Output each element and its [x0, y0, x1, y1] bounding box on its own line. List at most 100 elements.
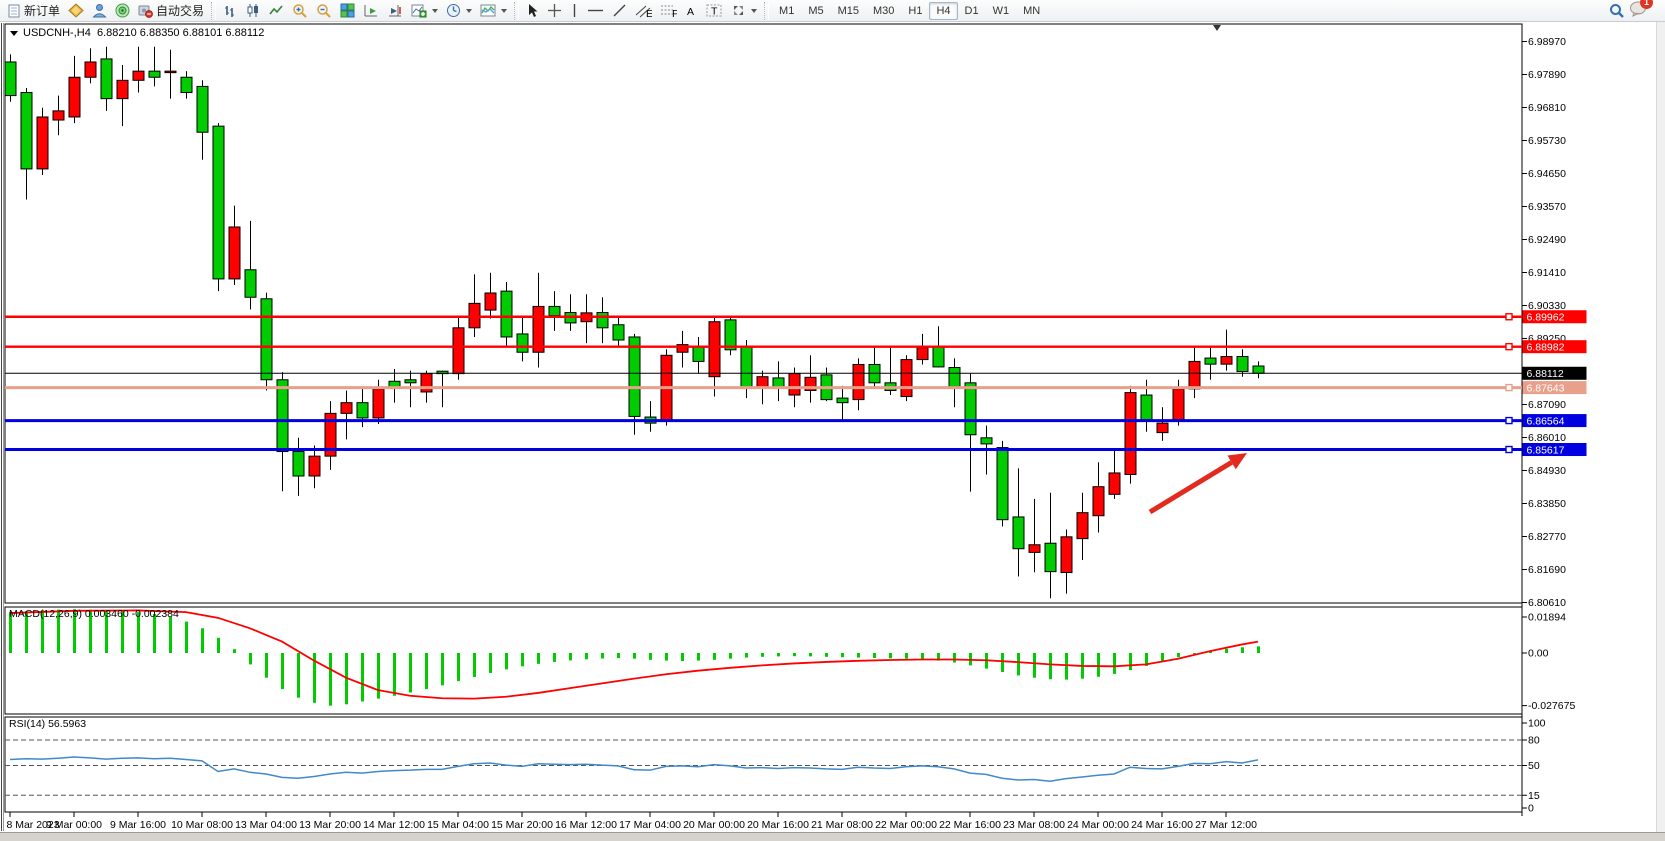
auto-scroll-button[interactable] — [359, 1, 383, 20]
price-tag — [1522, 310, 1587, 324]
arrows-icon — [731, 3, 746, 18]
timeframe-button-m30[interactable]: M30 — [873, 4, 895, 17]
macd-histogram-bar — [953, 653, 956, 663]
timeframe-button-w1[interactable]: W1 — [992, 4, 1010, 17]
candle-body — [180, 76, 193, 94]
tile-windows-button[interactable] — [336, 1, 359, 20]
candlestick-chart-button[interactable] — [242, 1, 265, 20]
vertical-line-tool-button[interactable] — [566, 1, 583, 20]
macd-histogram-bar — [217, 637, 220, 653]
candle-body — [52, 110, 65, 121]
timeframe-button-mn[interactable]: MN — [1023, 4, 1041, 17]
line-chart-button[interactable] — [265, 1, 288, 20]
macd-histogram-bar — [409, 653, 412, 693]
candle-body — [292, 451, 305, 477]
macd-histogram-bar — [825, 653, 828, 657]
timeframe-button-h4[interactable]: H4 — [929, 1, 958, 20]
candle-body — [996, 447, 1009, 521]
search-icon — [1609, 3, 1625, 19]
candle-body — [276, 379, 289, 453]
zoom-out-icon — [316, 3, 332, 18]
candle-body — [1044, 542, 1057, 573]
crosshair-tool-button[interactable] — [543, 1, 566, 20]
chart-shift-marker[interactable] — [1213, 25, 1221, 31]
macd-histogram-bar — [697, 653, 700, 661]
trendline-tool-button[interactable] — [608, 1, 631, 20]
line-handle[interactable] — [1505, 313, 1513, 321]
vertical-scrollbar[interactable] — [1656, 22, 1665, 832]
timeframe-button-m15[interactable]: M15 — [837, 4, 859, 17]
candle-body — [356, 402, 369, 419]
macd-pane — [4, 606, 1523, 715]
candle-body — [1252, 365, 1265, 374]
candle-body — [1108, 472, 1121, 495]
time-tick-label: 23 Mar 08:00 — [1003, 819, 1065, 831]
price-tick-label: 6.96810 — [1528, 102, 1566, 114]
rsi-line — [9, 756, 1259, 782]
macd-histogram-bar — [185, 621, 188, 653]
macd-histogram-bar — [1065, 653, 1068, 680]
price-tick-label: 6.80610 — [1528, 597, 1566, 609]
horizontal-line-tool-button[interactable] — [583, 1, 608, 20]
time-tick-label: 22 Mar 16:00 — [939, 819, 1001, 831]
auto-trading-button[interactable]: 自动交易 — [134, 1, 208, 20]
cursor-tool-button[interactable] — [522, 1, 543, 20]
macd-histogram-bar — [1049, 653, 1052, 680]
macd-histogram-bar — [793, 653, 796, 657]
toolbar-separator — [514, 1, 520, 20]
macd-histogram-bar — [1001, 653, 1004, 673]
fibonacci-tool-button[interactable]: F — [656, 1, 681, 20]
clock-icon — [446, 3, 461, 18]
macd-histogram-bar — [1145, 653, 1148, 666]
price-tag-label: 6.86564 — [1527, 415, 1565, 427]
signals-button[interactable] — [111, 1, 134, 20]
candle-body — [372, 388, 385, 419]
community-button[interactable] — [88, 1, 111, 20]
notifications-button[interactable]: 1 — [1629, 0, 1653, 22]
time-tick-label: 14 Mar 12:00 — [363, 819, 425, 831]
macd-tick-label: 0.01894 — [1528, 611, 1566, 623]
line-handle[interactable] — [1505, 342, 1513, 351]
candle-body — [964, 382, 977, 436]
line-handle[interactable] — [1505, 445, 1513, 454]
indicators-button[interactable] — [407, 1, 442, 20]
equidistant-channel-tool-button[interactable]: E — [631, 1, 656, 20]
bar-chart-button[interactable] — [219, 1, 242, 20]
right-toolbar-group: 1 — [1605, 0, 1661, 22]
svg-text:E: E — [646, 8, 652, 18]
chart-shift-icon — [387, 3, 403, 18]
macd-histogram-bar — [441, 653, 444, 686]
timeframe-button-h1[interactable]: H1 — [908, 4, 923, 17]
candle-body — [916, 347, 929, 361]
line-handle[interactable] — [1505, 383, 1513, 392]
text-label-tool-button[interactable]: T — [702, 1, 727, 20]
text-tool-button[interactable]: A — [681, 1, 702, 20]
periods-button[interactable] — [442, 1, 476, 20]
arrows-tool-button[interactable] — [727, 1, 761, 20]
time-tick-label: 20 Mar 00:00 — [683, 819, 745, 831]
candle-body — [708, 321, 721, 378]
price-tag — [1522, 381, 1587, 395]
macd-histogram-bar — [25, 611, 28, 653]
timeframe-button-d1[interactable]: D1 — [964, 4, 979, 17]
arrow-annotation-head[interactable] — [1227, 453, 1247, 470]
new-order-button[interactable]: 新订单 — [4, 1, 64, 20]
toolbar-separator — [764, 1, 770, 20]
candle-body — [20, 92, 33, 170]
candle-body — [1076, 512, 1089, 540]
timeframe-button-m5[interactable]: M5 — [808, 4, 824, 17]
templates-button[interactable] — [476, 1, 511, 20]
zoom-out-button[interactable] — [312, 1, 336, 20]
trendline-icon — [612, 3, 627, 18]
timeframe-button-m1[interactable]: M1 — [779, 4, 795, 17]
line-handle[interactable] — [1505, 416, 1513, 425]
market-button[interactable] — [64, 1, 88, 20]
search-button[interactable] — [1605, 1, 1629, 20]
auto-scroll-icon — [363, 3, 379, 18]
zoom-in-button[interactable] — [288, 1, 312, 20]
arrow-annotation-shaft[interactable] — [1148, 460, 1233, 515]
macd-histogram-bar — [1161, 653, 1164, 662]
candle-body — [836, 397, 849, 404]
time-tick-label: 15 Mar 04:00 — [427, 819, 489, 831]
chart-shift-button[interactable] — [383, 1, 407, 20]
